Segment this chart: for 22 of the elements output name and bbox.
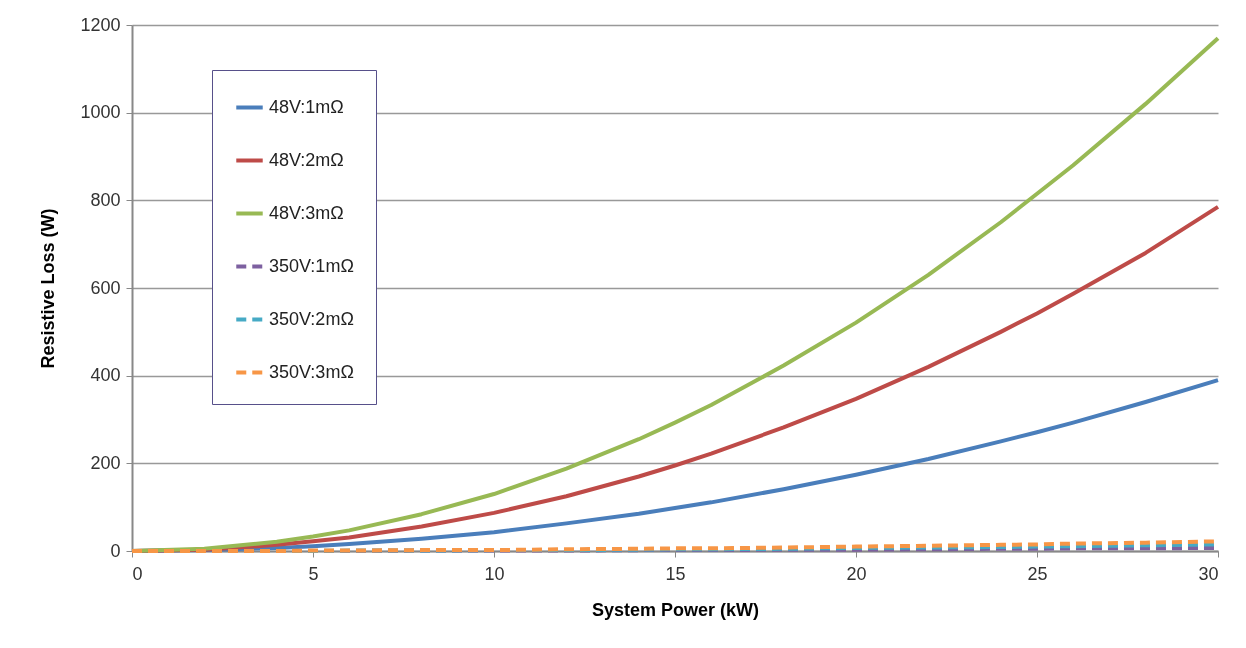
x-tick-label: 0 bbox=[132, 563, 143, 584]
x-tick-label: 10 bbox=[484, 563, 505, 584]
legend-label: 350V:2mΩ bbox=[269, 308, 354, 329]
y-tick-label: 600 bbox=[90, 277, 121, 298]
y-axis-title: Resistive Loss (W) bbox=[38, 208, 59, 369]
legend-label: 350V:3mΩ bbox=[269, 361, 354, 382]
legend-label: 48V:2mΩ bbox=[269, 149, 344, 170]
y-tick-label: 1200 bbox=[80, 14, 121, 35]
legend-label: 48V:3mΩ bbox=[269, 202, 344, 223]
y-tick-label: 400 bbox=[90, 365, 121, 386]
legend-label: 350V:1mΩ bbox=[269, 255, 354, 276]
y-tick-label: 0 bbox=[110, 540, 121, 561]
y-tick-label: 200 bbox=[90, 452, 121, 473]
x-tick-label: 20 bbox=[846, 563, 867, 584]
y-tick-label: 800 bbox=[90, 189, 121, 210]
x-axis-title: System Power (kW) bbox=[591, 599, 760, 620]
x-tick-label: 25 bbox=[1027, 563, 1048, 584]
x-tick-label: 5 bbox=[308, 563, 319, 584]
x-tick-label: 30 bbox=[1198, 563, 1219, 584]
y-tick-label: 1000 bbox=[80, 102, 121, 123]
legend-label: 48V:1mΩ bbox=[269, 96, 344, 117]
x-tick-label: 15 bbox=[665, 563, 686, 584]
